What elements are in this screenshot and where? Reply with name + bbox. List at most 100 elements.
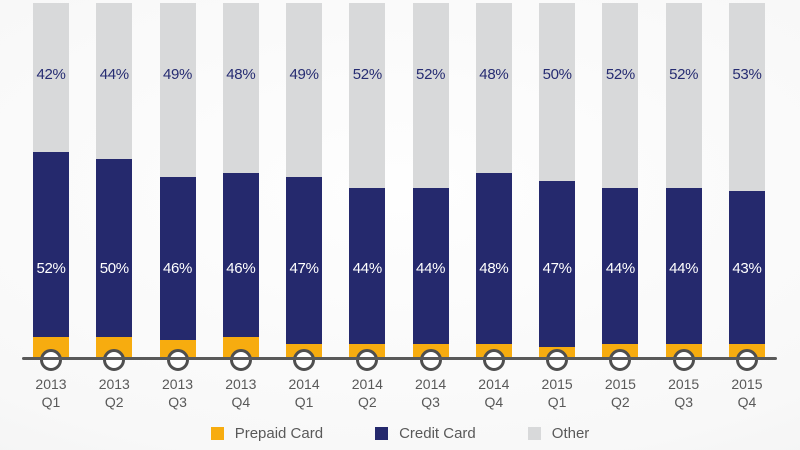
x-axis-label: 2013 Q2 (96, 375, 132, 411)
segment-other (539, 3, 576, 181)
credit-value-label: 47% (542, 260, 572, 277)
axis-marker-circle-icon (356, 349, 379, 371)
segment-other (412, 3, 449, 188)
segment-other (159, 3, 196, 177)
other-value-label: 44% (99, 66, 129, 83)
axis-marker-circle-icon (103, 349, 126, 371)
axis-marker-circle-icon (40, 349, 62, 371)
x-axis-label-quarter: Q4 (231, 394, 251, 410)
x-axis-label: 2015 Q3 (666, 375, 702, 411)
segment-other (96, 3, 133, 160)
prepaid-card-swatch-icon (210, 427, 224, 440)
segment-credit (222, 173, 259, 337)
x-axis-label-quarter: Q1 (41, 394, 61, 410)
other-value-label: 52% (605, 66, 635, 83)
x-axis-label-year: 2014 (415, 376, 447, 392)
x-axis-label-year: 2013 (98, 376, 130, 392)
x-axis-label: 2014 Q2 (349, 375, 385, 411)
x-axis-label-year: 2013 (225, 376, 257, 392)
other-value-label: 52% (669, 66, 699, 83)
axis-marker-circle-icon (735, 349, 758, 371)
segment-other (475, 3, 512, 174)
x-axis-labels: 2013 Q1 2013 Q2 2013 Q3 2013 Q4 2014 Q1 2014 Q2 2014… (33, 375, 765, 411)
axis-marker-circle-icon (293, 349, 316, 371)
legend: Prepaid Card Credit Card Other (0, 425, 800, 442)
segment-credit (349, 187, 386, 344)
x-axis-label: 2014 Q1 (286, 375, 322, 411)
bar-column: 48% 46% (222, 3, 259, 371)
legend-label: Other (551, 425, 590, 442)
segment-other (665, 3, 702, 188)
credit-card-swatch-icon (375, 427, 389, 440)
credit-value-label: 50% (99, 260, 129, 277)
plot-area: 42% 52% 44% 50% 49% 46% 48% 46% 49% 47% 52% 44% 52% 4… (33, 3, 765, 371)
segment-credit (412, 187, 449, 344)
x-axis-label-year: 2014 (478, 376, 510, 392)
other-value-label: 42% (36, 66, 66, 83)
bar-column: 52% 44% (665, 3, 702, 371)
other-value-label: 48% (479, 66, 509, 83)
x-axis-label-year: 2014 (351, 376, 383, 392)
segment-credit (33, 152, 69, 337)
segment-other (222, 3, 259, 174)
legend-label: Prepaid Card (234, 425, 324, 442)
credit-value-label: 44% (669, 260, 699, 277)
bar-column: 42% 52% (33, 3, 69, 371)
x-axis-label-quarter: Q2 (104, 394, 124, 410)
bar-column: 52% 44% (412, 3, 449, 371)
x-axis-label-quarter: Q2 (611, 394, 630, 410)
x-axis-label: 2013 Q1 (33, 375, 69, 411)
x-axis-label-year: 2013 (161, 376, 194, 392)
x-axis-label: 2015 Q4 (729, 375, 765, 411)
credit-value-label: 44% (605, 260, 635, 277)
axis-marker-circle-icon (546, 349, 569, 371)
credit-value-label: 43% (732, 260, 762, 277)
x-axis-label: 2013 Q3 (160, 375, 196, 411)
axis-marker-circle-icon (609, 349, 632, 371)
segment-other (33, 3, 69, 153)
other-value-label: 52% (352, 66, 382, 83)
x-axis-label-quarter: Q3 (168, 394, 187, 410)
axis-marker-circle-icon (419, 349, 442, 371)
legend-item-prepaid-card: Prepaid Card (210, 425, 324, 442)
credit-value-label: 47% (289, 260, 319, 277)
other-value-label: 50% (542, 66, 572, 83)
segment-credit (539, 180, 576, 348)
x-axis-label-year: 2015 (604, 376, 636, 392)
segment-other (349, 3, 386, 188)
bar-column: 49% 46% (159, 3, 196, 371)
segment-other (602, 3, 639, 188)
x-axis-label: 2014 Q4 (476, 375, 512, 411)
x-axis-label-quarter: Q3 (674, 394, 693, 410)
x-axis-label-quarter: Q2 (357, 394, 377, 410)
other-value-label: 53% (732, 66, 762, 83)
segment-other (286, 3, 323, 177)
bar-column: 44% 50% (96, 3, 133, 371)
x-axis-label-quarter: Q1 (547, 394, 567, 410)
credit-value-label: 46% (162, 260, 193, 277)
credit-value-label: 46% (226, 260, 256, 277)
x-axis-label: 2015 Q2 (602, 375, 638, 411)
other-value-label: 49% (289, 66, 319, 83)
x-axis-label-year: 2015 (668, 376, 700, 392)
legend-item-credit-card: Credit Card (375, 425, 476, 442)
legend-item-other: Other (527, 425, 590, 442)
segment-credit (159, 176, 196, 341)
x-axis-label-year: 2015 (541, 376, 573, 392)
bar-column: 49% 47% (286, 3, 323, 371)
axis-marker-circle-icon (672, 349, 695, 371)
x-axis-label-quarter: Q4 (484, 394, 504, 410)
credit-value-label: 52% (36, 260, 66, 277)
other-value-label: 49% (162, 66, 193, 83)
segment-credit (665, 187, 702, 344)
segment-credit (728, 191, 765, 344)
credit-value-label: 48% (479, 260, 509, 277)
segment-credit (96, 159, 133, 337)
segment-credit (602, 187, 639, 344)
other-value-label: 48% (226, 66, 256, 83)
x-axis-label-year: 2014 (288, 376, 320, 392)
x-axis-label-quarter: Q4 (737, 394, 757, 410)
segment-credit (475, 173, 512, 344)
bar-column: 52% 44% (602, 3, 639, 371)
